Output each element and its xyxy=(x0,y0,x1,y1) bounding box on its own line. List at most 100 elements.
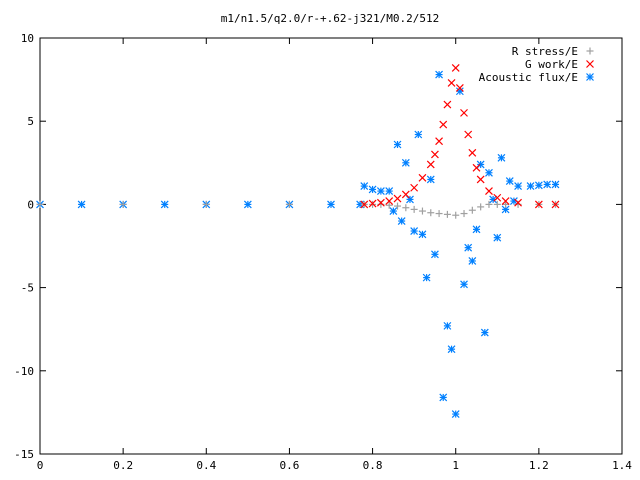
legend-label: G work/E xyxy=(525,58,578,71)
data-point xyxy=(435,70,444,79)
data-point xyxy=(443,100,452,109)
data-point xyxy=(426,175,435,184)
data-point xyxy=(431,250,439,259)
data-point xyxy=(160,200,169,209)
legend-marker xyxy=(586,73,594,81)
data-point xyxy=(497,153,506,162)
data-point xyxy=(472,225,481,234)
data-point xyxy=(36,200,44,208)
data-point xyxy=(460,210,468,218)
data-point xyxy=(468,206,476,214)
legend-label: R stress/E xyxy=(512,45,578,58)
x-tick-label: 1 xyxy=(452,459,459,472)
data-point xyxy=(439,393,448,402)
data-point xyxy=(443,321,452,330)
data-point xyxy=(410,205,418,213)
plot-frame xyxy=(39,37,623,455)
data-point xyxy=(431,150,439,159)
data-point xyxy=(505,177,514,186)
data-point xyxy=(426,160,435,169)
data-point xyxy=(451,410,460,418)
y-tick-label: -15 xyxy=(14,448,34,461)
data-point xyxy=(393,140,402,149)
x-tick-label: 0.4 xyxy=(196,459,216,472)
x-tick-label: 1.4 xyxy=(612,459,632,472)
data-point xyxy=(443,210,451,218)
data-point xyxy=(468,148,477,157)
data-point xyxy=(485,187,493,196)
data-point xyxy=(435,137,444,146)
data-point xyxy=(472,163,481,172)
y-tick-label: 0 xyxy=(27,198,34,211)
data-point xyxy=(460,280,468,289)
data-point xyxy=(202,200,210,208)
data-point xyxy=(493,193,502,202)
series-2 xyxy=(36,70,560,418)
data-point xyxy=(119,200,127,208)
data-point xyxy=(327,200,335,209)
data-point xyxy=(285,200,293,208)
data-point xyxy=(485,200,493,208)
data-point xyxy=(464,243,473,252)
data-point xyxy=(501,197,510,205)
data-point xyxy=(439,120,448,129)
data-point xyxy=(514,182,522,191)
data-point xyxy=(435,210,443,218)
data-point xyxy=(368,185,377,194)
data-point xyxy=(452,211,460,219)
series-0 xyxy=(36,200,559,219)
y-tick-label: 10 xyxy=(21,32,34,45)
x-tick-label: 0.8 xyxy=(363,459,383,472)
data-point xyxy=(534,200,543,209)
data-point xyxy=(455,83,464,92)
data-point xyxy=(476,175,485,184)
data-point xyxy=(447,345,456,354)
data-point xyxy=(493,200,501,208)
data-point xyxy=(427,209,435,217)
data-point xyxy=(502,200,510,208)
data-point xyxy=(464,130,473,139)
data-point xyxy=(402,204,410,212)
data-point xyxy=(543,180,552,189)
data-point xyxy=(360,182,369,191)
data-point xyxy=(385,197,394,205)
data-point xyxy=(77,200,86,209)
data-point xyxy=(485,168,493,177)
chart-title: m1/n1.5/q2.0/r-+.62-j321/M0.2/512 xyxy=(221,12,440,25)
data-point xyxy=(385,187,394,196)
data-point xyxy=(360,200,369,209)
data-point xyxy=(401,190,410,199)
data-point xyxy=(480,328,489,337)
x-tick-label: 1.2 xyxy=(529,459,549,472)
data-point xyxy=(393,194,402,203)
data-point xyxy=(418,207,426,215)
legend-label: Acoustic flux/E xyxy=(479,71,578,84)
data-point xyxy=(551,180,560,189)
data-point xyxy=(477,203,485,211)
data-point xyxy=(410,183,419,192)
data-marks xyxy=(36,64,560,418)
data-point xyxy=(460,108,468,117)
y-tick-label: -5 xyxy=(21,282,34,295)
data-point xyxy=(418,173,427,182)
y-tick-label: 5 xyxy=(27,115,34,128)
data-point xyxy=(414,130,423,139)
data-point xyxy=(418,230,427,239)
data-point xyxy=(376,198,385,207)
data-point xyxy=(493,233,502,242)
data-point xyxy=(376,187,385,196)
x-tick-label: 0.6 xyxy=(279,459,299,472)
data-point xyxy=(451,64,460,72)
data-point xyxy=(551,200,560,209)
x-tick-label: 0 xyxy=(37,459,44,472)
axes: 0 0.2 0.4 0.6 0.8 1 1.2 1.4 10 5 0 -5 -10 -15 xyxy=(14,32,632,472)
data-point xyxy=(389,207,398,215)
data-point xyxy=(534,181,543,190)
x-tick-label: 0.2 xyxy=(113,459,133,472)
data-point xyxy=(394,202,402,210)
data-point xyxy=(514,198,522,207)
y-tick-label: -10 xyxy=(14,365,34,378)
data-point xyxy=(385,201,393,209)
